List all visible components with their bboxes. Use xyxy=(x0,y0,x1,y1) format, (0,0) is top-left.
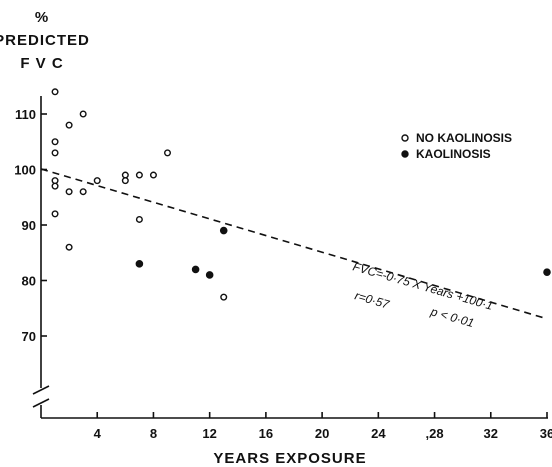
y-tick-label-90: 90 xyxy=(22,218,36,233)
y-tick-label-110: 110 xyxy=(15,107,36,122)
x-tick-label-20: 20 xyxy=(315,426,329,441)
no-kaolinosis-point-16 xyxy=(149,171,157,179)
y-tick-label-80: 80 xyxy=(22,274,36,289)
no-kaolinosis-point-8 xyxy=(65,243,73,251)
data-points xyxy=(51,88,551,301)
x-tick-label-24: 24 xyxy=(371,426,386,441)
y-axis-title-line-2: PREDICTED xyxy=(0,32,90,49)
no-kaolinosis-point-6 xyxy=(65,121,73,129)
kaolinosis-point-4 xyxy=(543,268,551,276)
y-tick-label-70: 70 xyxy=(22,329,36,344)
no-kaolinosis-point-9 xyxy=(79,110,87,118)
legend-label-kaolinosis: KAOLINOSIS xyxy=(416,147,491,161)
no-kaolinosis-point-13 xyxy=(121,177,129,185)
no-kaolinosis-point-15 xyxy=(135,215,143,223)
x-tick-label-16: 16 xyxy=(259,426,273,441)
x-tick-label-32: 32 xyxy=(484,426,498,441)
x-tick-label-28: ,28 xyxy=(426,426,444,441)
no-kaolinosis-point-4 xyxy=(51,182,59,190)
kaolinosis-point-1 xyxy=(191,265,200,274)
no-kaolinosis-point-17 xyxy=(163,149,171,157)
axes xyxy=(32,96,548,419)
no-kaolinosis-point-0 xyxy=(51,88,59,96)
y-ticks: 70 80 90 100 110 xyxy=(14,107,47,344)
axis-break-mark-1 xyxy=(32,385,50,395)
legend-label-no-kaolinosis: NO KAOLINOSIS xyxy=(416,131,512,145)
no-kaolinosis-point-1 xyxy=(51,138,59,146)
no-kaolinosis-point-14 xyxy=(135,171,143,179)
no-kaolinosis-point-5 xyxy=(51,210,59,218)
x-tick-label-12: 12 xyxy=(202,426,216,441)
no-kaolinosis-point-3 xyxy=(51,177,59,185)
regression-p-value: p < 0·01 xyxy=(428,304,475,330)
x-tick-label-4: 4 xyxy=(94,426,102,441)
no-kaolinosis-point-18 xyxy=(220,293,228,301)
x-axis-title: YEARS EXPOSURE xyxy=(213,450,366,467)
y-axis-title-line-1: % xyxy=(35,9,49,26)
regression-r-value: r=0·57 xyxy=(353,288,392,311)
kaolinosis-point-0 xyxy=(135,260,144,268)
x-tick-label-8: 8 xyxy=(150,426,157,441)
axis-break-mark-2 xyxy=(32,398,50,408)
no-kaolinosis-point-12 xyxy=(121,171,129,179)
y-axis-title-line-3: F V C xyxy=(20,55,63,72)
legend-open-circle-marker xyxy=(401,134,409,142)
regression-line xyxy=(40,168,548,320)
legend: NO KAOLINOSIS KAOLINOSIS xyxy=(401,131,512,161)
legend-filled-circle-marker xyxy=(401,150,409,158)
no-kaolinosis-point-11 xyxy=(93,177,101,185)
no-kaolinosis-point-7 xyxy=(65,188,73,196)
x-ticks: 4 8 12 16 20 24 ,28 32 36 xyxy=(94,412,552,441)
x-tick-label-36: 36 xyxy=(540,426,552,441)
kaolinosis-point-2 xyxy=(205,271,214,279)
no-kaolinosis-point-10 xyxy=(79,188,87,196)
y-tick-label-100: 100 xyxy=(14,163,36,178)
no-kaolinosis-point-2 xyxy=(51,149,59,157)
kaolinosis-point-3 xyxy=(219,226,228,235)
